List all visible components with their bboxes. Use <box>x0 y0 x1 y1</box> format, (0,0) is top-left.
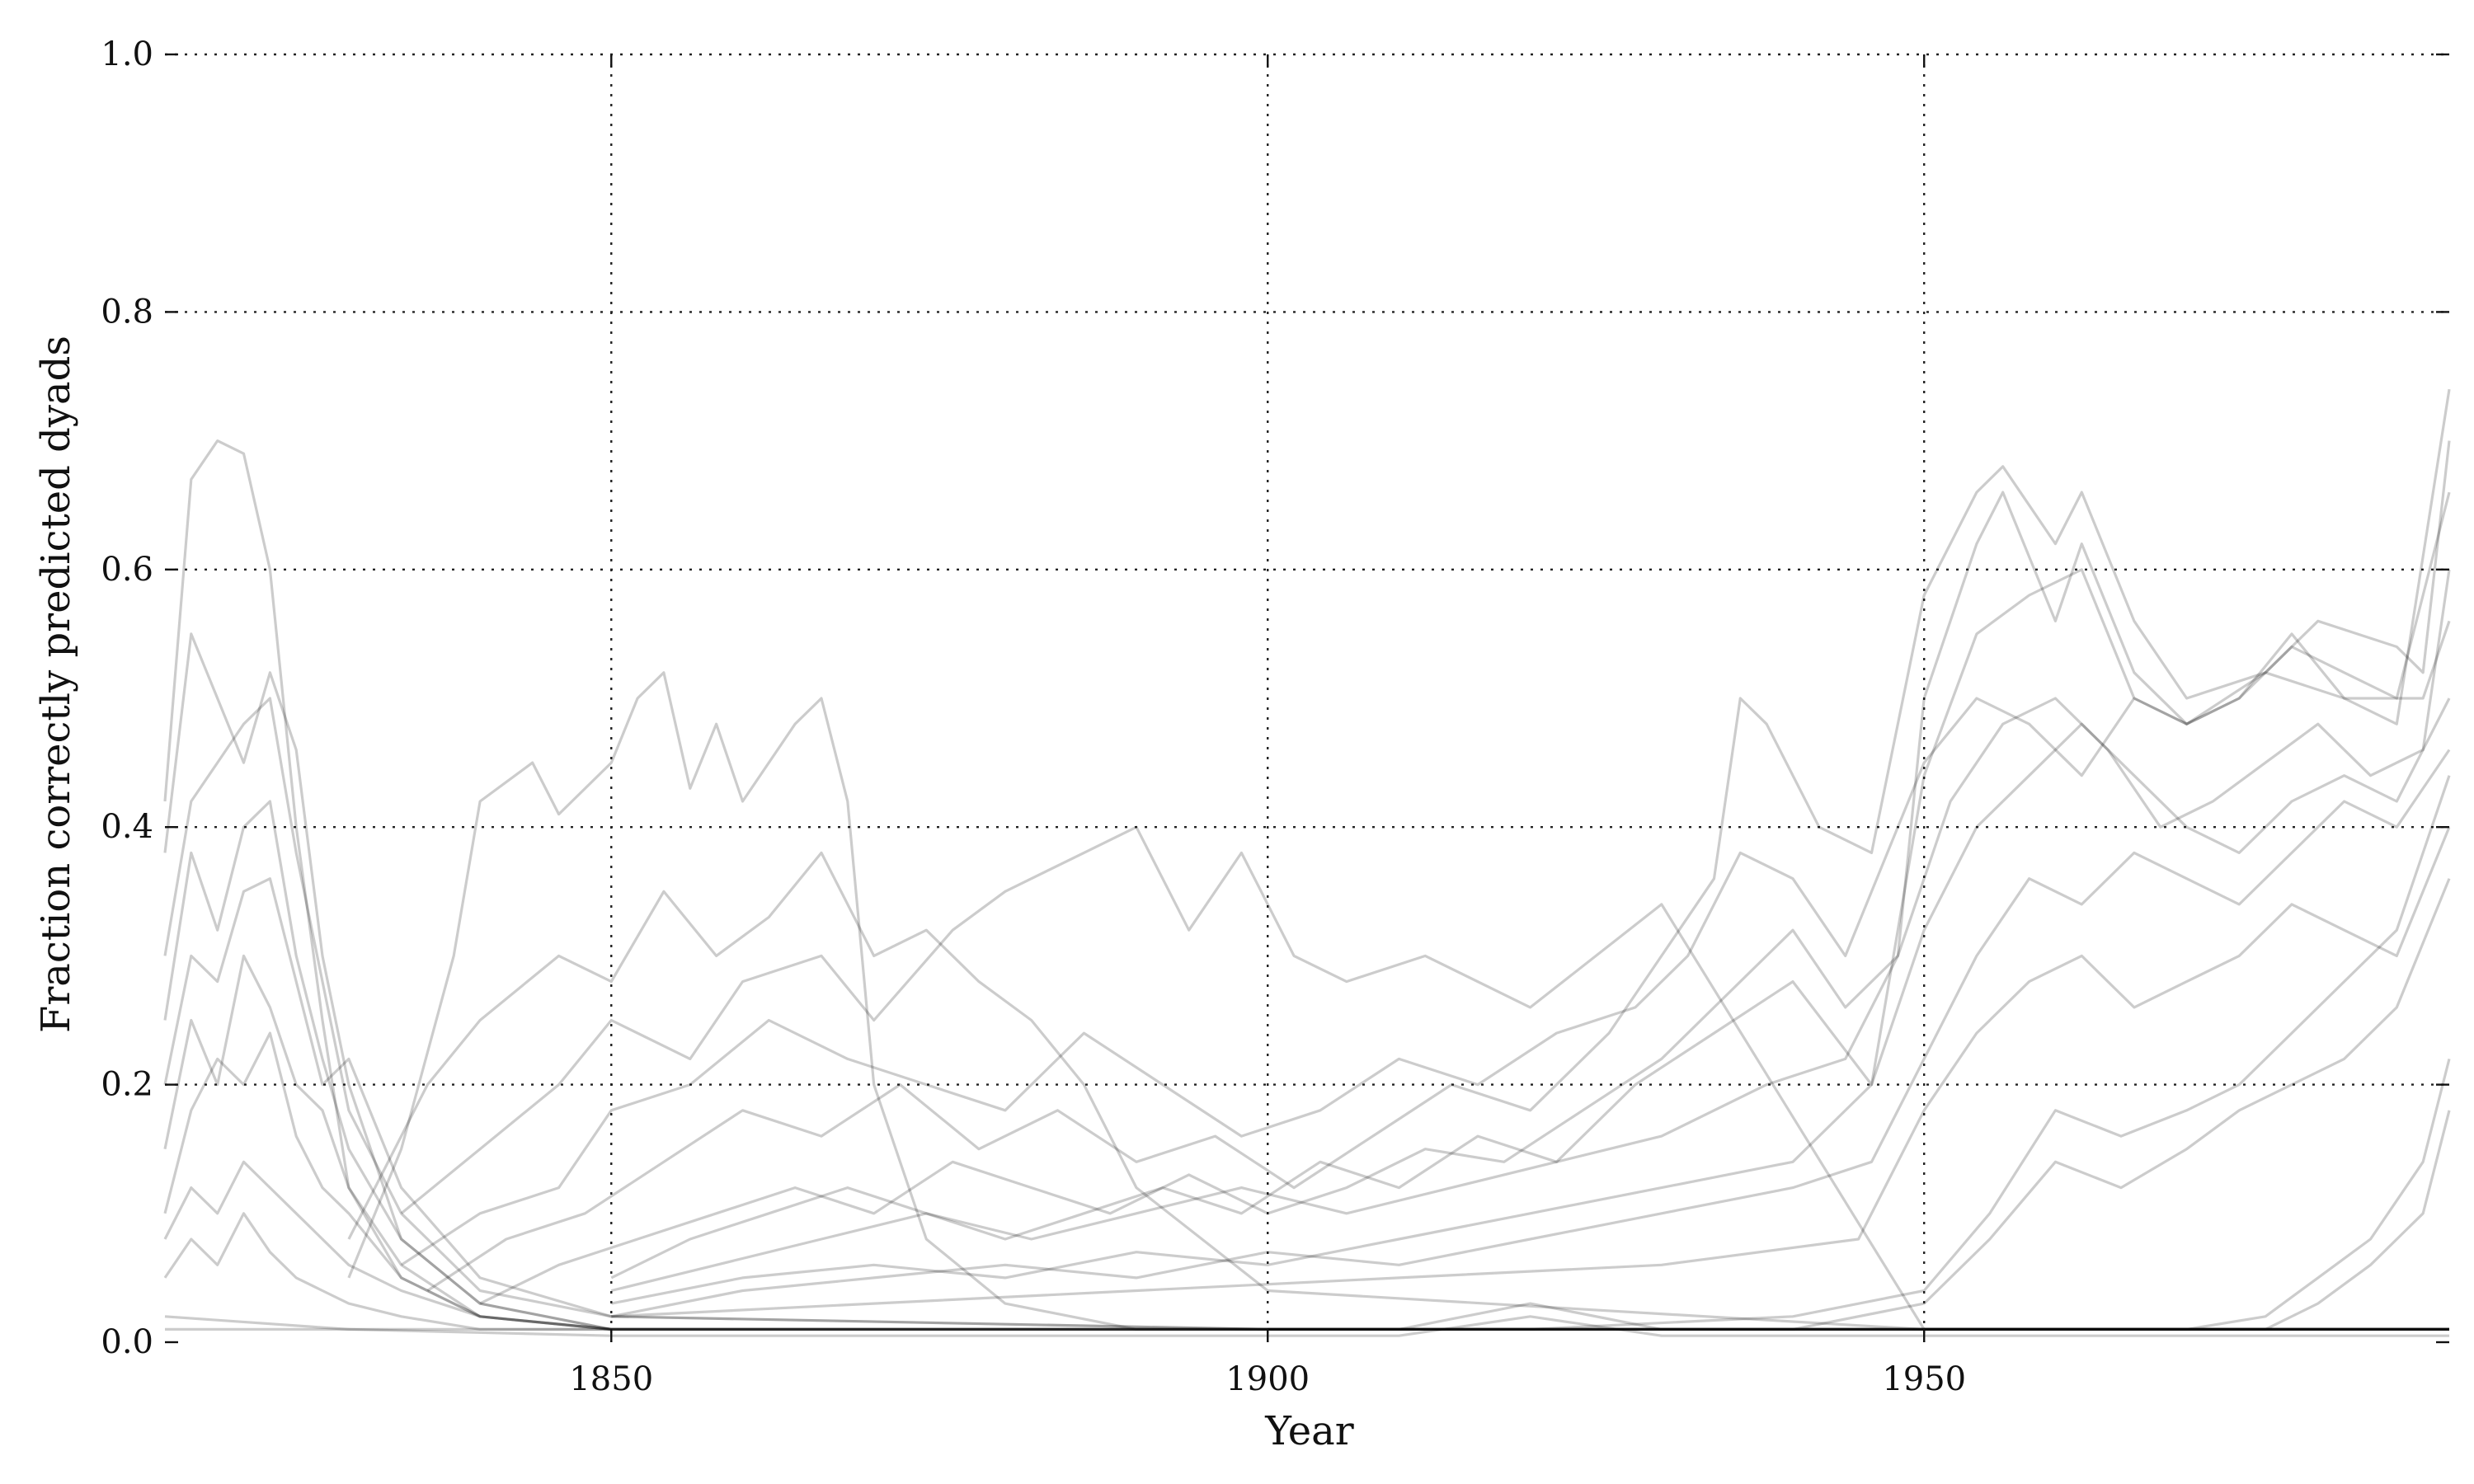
series-line-6 <box>163 954 2449 1331</box>
series-line-23 <box>1924 1059 2451 1331</box>
series-line-5 <box>163 877 2449 1331</box>
series-line-18 <box>610 697 2451 1305</box>
series-lines <box>163 388 2451 1337</box>
series-line-25 <box>164 1302 2449 1331</box>
grid-lines <box>165 53 2449 1342</box>
series-line-21 <box>1268 775 2451 1331</box>
series-line-4 <box>163 800 2449 1331</box>
series-line-24 <box>1924 1110 2451 1331</box>
series-line-13 <box>400 620 2451 1266</box>
y-tick-label: 0.0 <box>101 1323 153 1361</box>
series-line-10 <box>347 671 2449 1331</box>
series-line-15 <box>479 491 2451 1305</box>
series-line-17 <box>610 569 2451 1293</box>
tick-labels: 0.0 0.2 0.4 0.6 0.8 1.0 1850 1900 1950 <box>101 35 1966 1398</box>
x-axis-title: Year <box>1264 1408 1354 1454</box>
axis-ticks <box>165 53 2449 1344</box>
x-tick-label: 1950 <box>1882 1360 1966 1398</box>
series-line-3 <box>163 697 2449 1331</box>
y-tick-label: 0.2 <box>101 1066 153 1104</box>
y-tick-label: 0.8 <box>101 293 153 331</box>
series-line-8 <box>163 1160 2449 1331</box>
x-tick-label: 1850 <box>569 1360 653 1398</box>
y-tick-label: 1.0 <box>101 35 153 73</box>
series-line-9 <box>163 1212 2449 1331</box>
series-line-1 <box>163 439 2449 1331</box>
x-tick-label: 1900 <box>1225 1360 1310 1398</box>
series-line-16 <box>610 388 2451 1280</box>
series-line-7 <box>163 1031 2449 1331</box>
series-line-22 <box>1268 878 2451 1331</box>
y-tick-label: 0.6 <box>101 551 153 589</box>
y-axis-title: Fraction correctly predicted dyads <box>33 336 79 1033</box>
series-line-20 <box>611 826 2451 1318</box>
series-line-11 <box>347 851 2449 1331</box>
series-line-19 <box>610 749 2451 1318</box>
series-line-26 <box>165 1315 2449 1337</box>
y-tick-label: 0.4 <box>101 808 153 846</box>
series-line-14 <box>426 440 2451 1292</box>
series-line-2 <box>163 632 2449 1331</box>
series-line-12 <box>400 825 2449 1331</box>
